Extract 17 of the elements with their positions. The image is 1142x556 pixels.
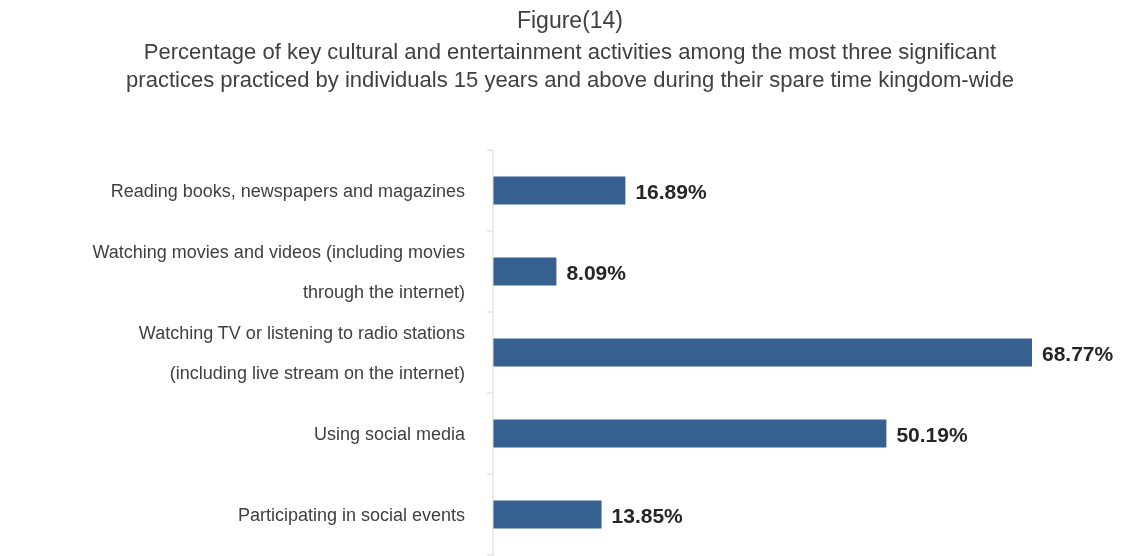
y-tick-label: Using social media — [313, 423, 466, 444]
bar — [493, 176, 626, 205]
bar — [493, 338, 1032, 367]
data-label: 8.09% — [566, 260, 627, 284]
bar — [493, 500, 602, 529]
data-label: 13.85% — [611, 503, 684, 527]
chart-title: Figure(14) — [516, 7, 624, 33]
y-tick-label: Reading books, newspapers and magazines — [110, 180, 465, 201]
bar — [493, 419, 887, 448]
y-tick-label: Watching movies and videos (including movies through the internet) — [92, 241, 465, 302]
y-tick-label: Watching TV or listening to radio stations (including live stream on the internet) — [138, 322, 465, 383]
data-label: 50.19% — [896, 422, 968, 446]
chart-subtitle: Percentage of key cultural and entertainment activities among the most three significant practices practiced by individuals 15 years and above during their spare time kingdom-wide — [126, 39, 1014, 92]
data-label: 16.89% — [635, 179, 707, 203]
bar — [493, 257, 557, 286]
y-tick-label: Participating in social events — [237, 504, 465, 525]
data-label: 68.77% — [1042, 341, 1114, 365]
